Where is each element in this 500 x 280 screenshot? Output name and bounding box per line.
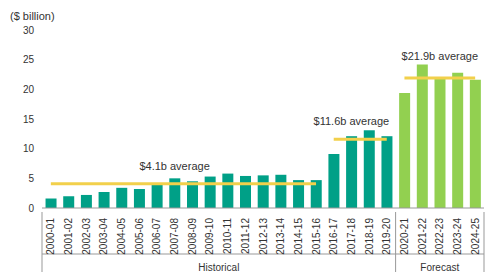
- svg-text:25: 25: [23, 54, 35, 65]
- svg-text:2000-01: 2000-01: [45, 218, 56, 255]
- svg-text:2017-18: 2017-18: [346, 218, 357, 255]
- svg-text:2020-21: 2020-21: [399, 218, 410, 255]
- svg-text:2024-25: 2024-25: [470, 218, 481, 255]
- svg-text:Forecast: Forecast: [420, 262, 459, 272]
- svg-text:2005-06: 2005-06: [134, 218, 145, 255]
- svg-text:2009-10: 2009-10: [204, 218, 215, 255]
- svg-text:2019-20: 2019-20: [381, 218, 392, 255]
- svg-text:2022-23: 2022-23: [434, 218, 445, 255]
- svg-text:15: 15: [23, 114, 35, 125]
- svg-text:5: 5: [28, 173, 34, 184]
- svg-text:2015-16: 2015-16: [311, 218, 322, 255]
- html-text:($ billion): ($ billion): [10, 10, 55, 22]
- svg-text:$4.1b average: $4.1b average: [139, 160, 209, 172]
- svg-text:2006-07: 2006-07: [151, 218, 162, 255]
- svg-text:10: 10: [23, 143, 35, 154]
- svg-text:2008-09: 2008-09: [187, 218, 198, 255]
- svg-text:Historical: Historical: [198, 262, 239, 272]
- svg-text:2002-03: 2002-03: [81, 218, 92, 255]
- svg-text:30: 30: [23, 25, 35, 36]
- svg-text:2021-22: 2021-22: [417, 218, 428, 255]
- svg-text:2016-17: 2016-17: [328, 218, 339, 255]
- svg-text:$11.6b average: $11.6b average: [314, 115, 390, 127]
- svg-text:2013-14: 2013-14: [275, 218, 286, 255]
- svg-text:2011-12: 2011-12: [240, 218, 251, 254]
- svg-text:2023-24: 2023-24: [452, 218, 463, 255]
- svg-text:2012-13: 2012-13: [258, 218, 269, 255]
- svg-text:2004-05: 2004-05: [116, 218, 127, 255]
- svg-text:20: 20: [23, 84, 35, 95]
- svg-text:2003-04: 2003-04: [98, 218, 109, 255]
- svg-text:$21.9b average: $21.9b average: [402, 50, 478, 62]
- svg-text:0: 0: [28, 203, 34, 214]
- svg-text:2018-19: 2018-19: [364, 218, 375, 255]
- svg-text:2007-08: 2007-08: [169, 218, 180, 255]
- svg-text:2010-11: 2010-11: [222, 218, 233, 254]
- svg-text:2001-02: 2001-02: [63, 218, 74, 255]
- svg-text:2014-15: 2014-15: [293, 218, 304, 255]
